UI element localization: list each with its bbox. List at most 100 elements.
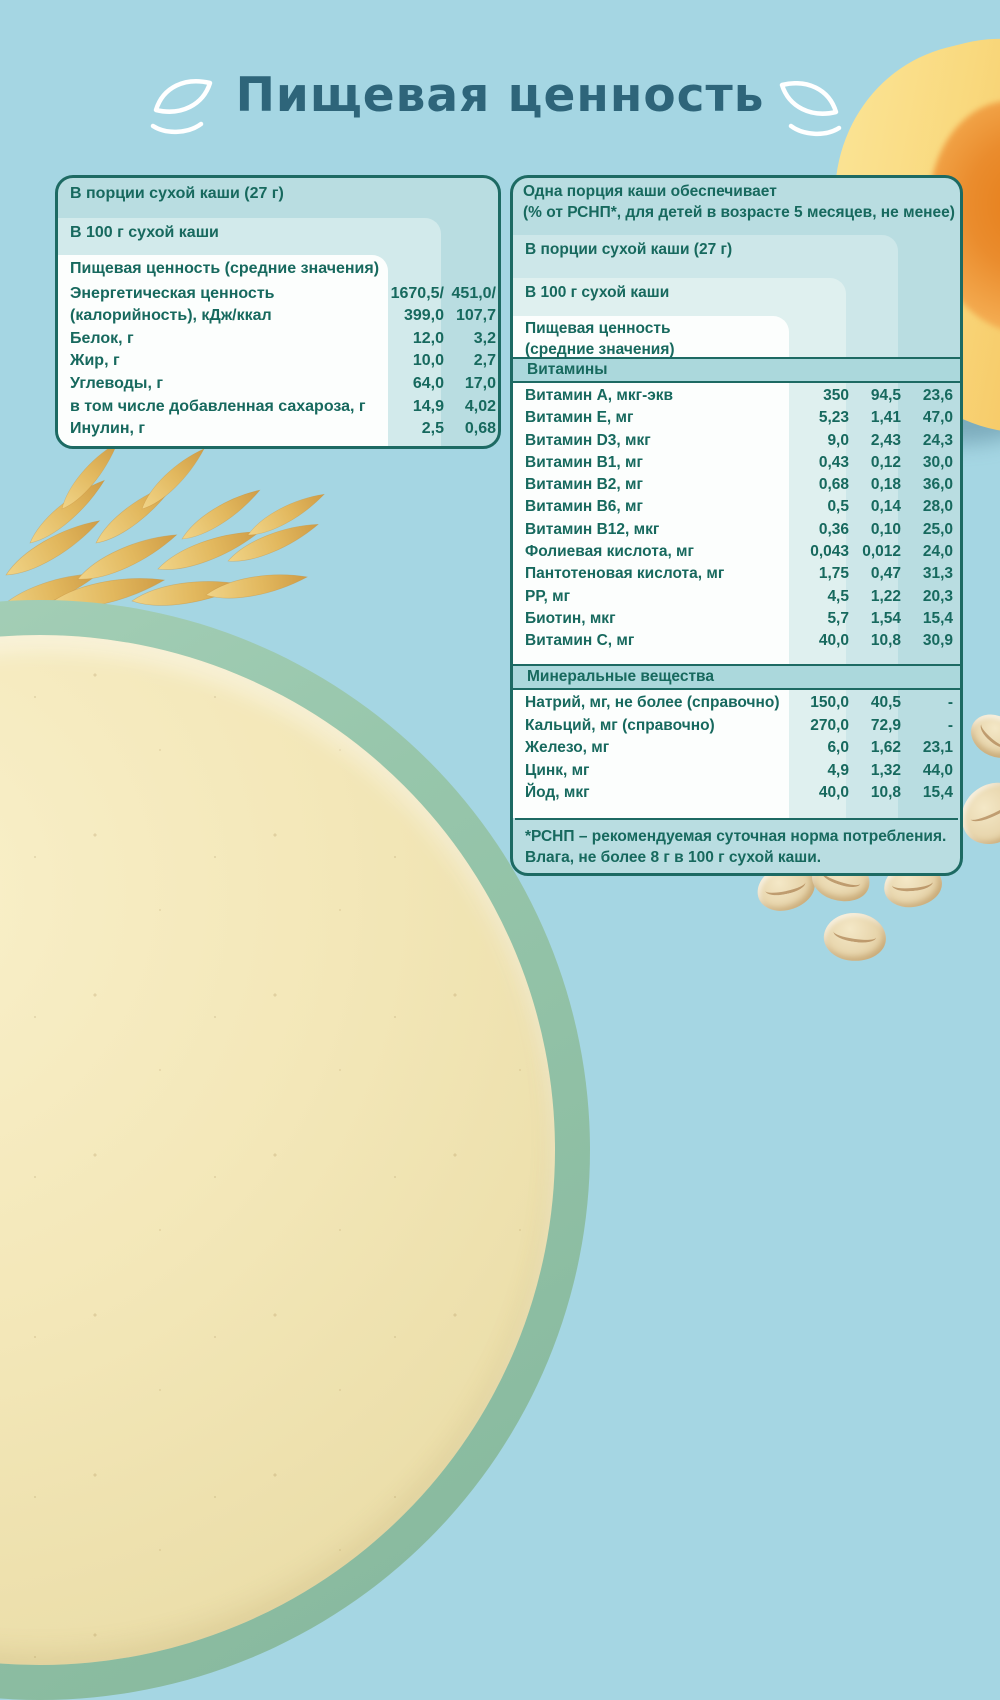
row-label: Йод, мкг [525,784,590,802]
value-cell-per100: 40,0 [818,632,849,650]
nutrition-row: Витамин В6, мг 0,5 0,14 28,0 [513,496,960,518]
value-cell-per100: 1670,5/ [390,284,444,302]
value-cell-portion: 1,62 [870,739,901,757]
flake-crease [966,792,1000,827]
value-cell-rsnp: 30,0 [922,453,953,471]
nutrition-row: Пантотеновая кислота, мг 1,75 0,47 31,3 [513,563,960,585]
value-cell-per100: 1,75 [818,565,849,583]
value-cell-portion: 10,8 [870,632,901,650]
footnote-line2: Влага, не более 8 г в 100 г сухой каши. [525,849,822,866]
row-label: Белок, г [70,329,134,347]
row-label: Биотин, мкг [525,609,616,627]
value-cell-per100: 0,5 [827,498,849,516]
value-cell-rsnp: 31,3 [922,565,953,583]
layer-values [58,255,388,446]
nutrition-row: Железо, мг 6,0 1,62 23,1 [513,737,960,760]
row-label: РР, мг [525,587,571,605]
nutrition-row: Витамин С, мг 40,0 10,8 30,9 [513,630,960,652]
value-cell-rsnp: 24,3 [922,431,953,449]
nutrition-row: Витамин Е, мг 5,23 1,41 47,0 [513,407,960,429]
row-label: Витамин С, мг [525,632,635,650]
oat-flake [820,908,890,966]
vitamin-rows: Витамин А, мкг-экв 350 94,5 23,6 Витамин Е, … [513,385,960,653]
nutrition-row: Натрий, мг, не более (справочно) 150,0 40,… [513,692,960,715]
porridge-illustration [0,635,555,1665]
right-header-line1: Одна порция каши обеспечивает [523,183,777,200]
nutrition-row: Углеводы, г 64,0 17,0 [58,373,498,396]
oat-flake [962,704,1000,768]
nutrition-box-macro: В порции сухой каши (27 г) В 100 г сухой… [55,175,501,449]
value-cell-rsnp: 28,0 [922,498,953,516]
left-subheader: Пищевая ценность (средние значения) [70,260,380,277]
row-label: Углеводы, г [70,374,164,392]
flake-crease [832,924,878,946]
value-cell-portion: 17,0 [464,374,496,392]
row-label: Пантотеновая кислота, мг [525,565,725,583]
nutrition-row: Цинк, мг 4,9 1,32 44,0 [513,760,960,783]
row-label: в том числе добавленная сахароза, г [70,397,366,415]
right-header-portion: В порции сухой каши (27 г) [525,241,733,258]
value-cell-portion: 72,9 [870,716,901,734]
mineral-rows: Натрий, мг, не более (справочно) 150,0 40,… [513,692,960,805]
row-label: Цинк, мг [525,761,590,779]
value-cell-per100: 270,0 [810,716,849,734]
nutrition-row: Фолиевая кислота, мг 0,043 0,012 24,0 [513,541,960,563]
value-cell-rsnp: 30,9 [922,632,953,650]
value-cell-per100: 12,0 [412,329,444,347]
value-cell-portion: 1,22 [870,587,901,605]
footnote-divider [515,818,958,820]
value-cell-per100: 10,0 [412,352,444,370]
nutrition-row: Жир, г 10,0 2,7 [58,350,498,373]
row-label: Кальций, мг (справочно) [525,716,715,734]
value-cell-per100: 399,0 [403,307,444,325]
row-label: Жир, г [70,352,120,370]
row-label: Инулин, г [70,420,146,438]
nutrition-row: Витамин А, мкг-экв 350 94,5 23,6 [513,385,960,407]
nutrition-row: Биотин, мкг 5,7 1,54 15,4 [513,608,960,630]
value-cell-portion: 2,43 [870,431,901,449]
value-cell-per100: 40,0 [818,784,849,802]
footnote-line1: *РСНП – рекомендуемая суточная норма пот… [525,828,947,845]
page-title: Пищевая ценность [235,68,765,123]
row-label: Натрий, мг, не более (справочно) [525,694,780,711]
value-cell-per100: 350 [823,387,849,404]
oat-spikes-illustration [0,443,325,612]
nutrition-box-vitamins-minerals: Одна порция каши обеспечивает (% от РСНП… [510,175,963,876]
value-cell-portion: 0,18 [870,476,901,494]
value-cell-rsnp: 20,3 [922,587,953,605]
value-cell-rsnp: 15,4 [922,784,953,802]
row-label: Витамин Е, мг [525,409,634,427]
layer-labels [513,316,789,818]
leaf-doodle-icon [146,74,224,140]
flake-crease [976,718,1000,753]
flake-crease [891,874,934,893]
value-cell-portion: 0,10 [870,520,901,538]
row-label: Витамин D3, мкг [525,431,651,449]
flake-crease [763,875,807,899]
value-cell-portion: 1,41 [870,409,901,427]
value-cell-portion: 3,2 [473,329,496,347]
nutrition-row: (калорийность), кДж/ккал 399,0 107,7 [58,305,498,328]
value-cell-portion: 10,8 [870,784,901,802]
value-cell-portion: 0,14 [870,498,901,516]
row-label: Витамин В2, мг [525,476,643,494]
value-cell-per100: 5,7 [827,609,849,627]
value-cell-per100: 2,5 [421,420,444,438]
value-cell-per100: 0,36 [818,520,849,538]
row-label: Фолиевая кислота, мг [525,543,694,561]
vitamins-section-header: Витамины [513,357,960,383]
value-cell-rsnp: 15,4 [922,609,953,627]
value-cell-rsnp: 24,0 [922,543,953,561]
value-cell-per100: 0,43 [818,453,849,471]
value-cell-per100: 14,9 [412,397,444,415]
row-label: Витамин В1, мг [525,453,643,471]
value-cell-per100: 9,0 [827,431,849,449]
left-header-100g: В 100 г сухой каши [70,224,219,241]
nutrition-row: Инулин, г 2,5 0,68 [58,418,498,441]
row-label: Энергетическая ценность [70,284,275,302]
leaf-doodle-icon [768,76,846,142]
value-cell-per100: 0,043 [810,543,849,561]
row-label: Железо, мг [525,739,610,757]
nutrition-row: Йод, мкг 40,0 10,8 15,4 [513,782,960,805]
row-label: (калорийность), кДж/ккал [70,307,272,325]
